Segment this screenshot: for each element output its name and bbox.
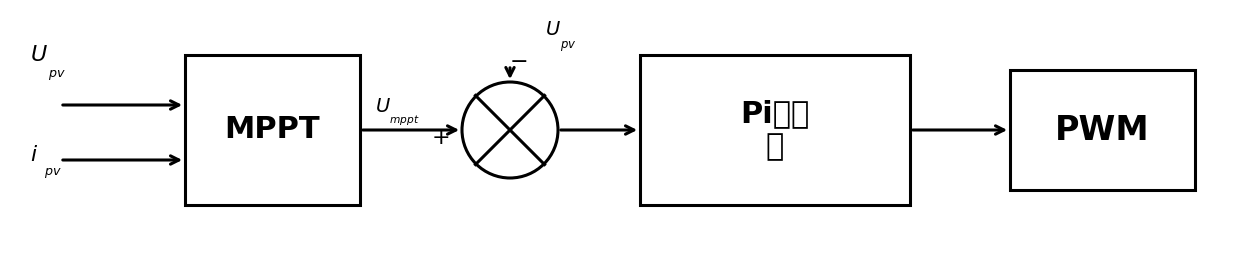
- Bar: [185, 55, 360, 205]
- Text: $-$: $-$: [508, 50, 527, 70]
- Bar: [1011, 70, 1195, 190]
- Text: $_{mppt}$: $_{mppt}$: [389, 113, 419, 128]
- Text: $+$: $+$: [430, 128, 449, 148]
- Text: $i$: $i$: [30, 145, 38, 165]
- Text: $U$: $U$: [30, 45, 48, 65]
- Text: $_{pv}$: $_{pv}$: [48, 65, 66, 83]
- Circle shape: [463, 82, 558, 178]
- Text: $_{pv}$: $_{pv}$: [43, 163, 62, 181]
- Text: PWM: PWM: [1055, 113, 1149, 146]
- Text: $_{pv}$: $_{pv}$: [560, 36, 577, 54]
- Bar: [640, 55, 910, 205]
- Text: Pi控制
器: Pi控制 器: [740, 99, 810, 161]
- Text: MPPT: MPPT: [224, 115, 320, 144]
- Text: $U$: $U$: [546, 20, 560, 39]
- Text: $U$: $U$: [374, 97, 391, 116]
